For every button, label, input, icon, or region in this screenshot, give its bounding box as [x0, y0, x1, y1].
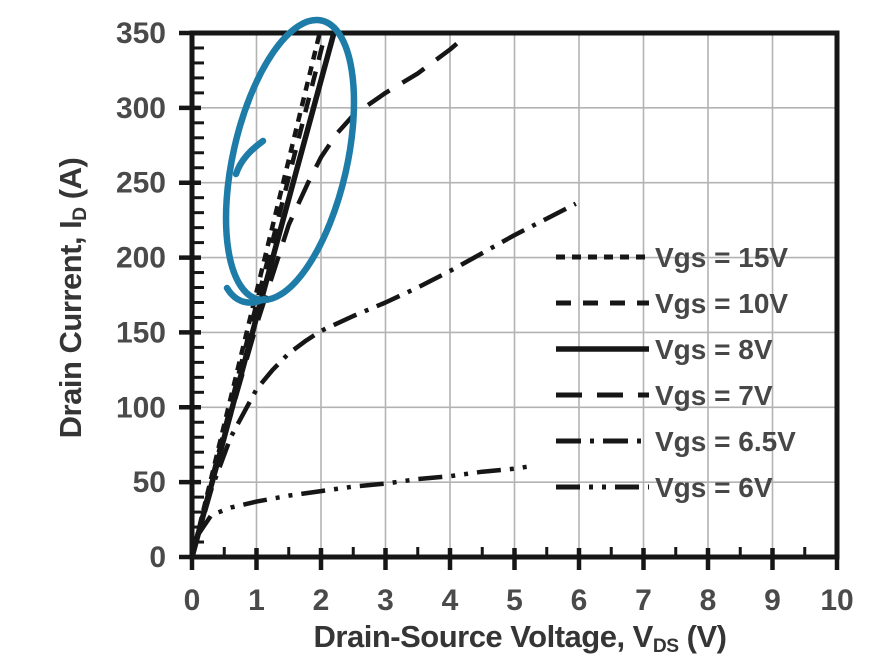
y-tick-label: 300: [116, 92, 166, 125]
x-tick-label: 6: [571, 584, 588, 617]
y-tick-label: 0: [149, 541, 166, 574]
x-tick-label: 9: [764, 584, 781, 617]
x-tick-label: 2: [313, 584, 330, 617]
y-axis-title-units: (A): [53, 157, 88, 208]
y-axis-title-subscript: D: [70, 207, 92, 221]
legend-label-vgs-7v: Vgs = 7V: [655, 380, 773, 411]
x-tick-label: 3: [377, 584, 394, 617]
curve-vgs-7v: [189, 31, 471, 558]
y-tick-label: 150: [116, 316, 166, 349]
x-tick-label: 5: [506, 584, 523, 617]
y-axis-title-text: Drain Current, I: [53, 220, 88, 439]
curve-vgs-6v: [195, 463, 535, 538]
annotation-ellipse-start-tail: [232, 137, 267, 178]
legend-label-vgs-15v: Vgs = 15V: [655, 242, 788, 273]
curve-vgs-6p5v: [189, 201, 577, 558]
y-tick-label: 350: [116, 17, 166, 50]
x-axis-title-text: Drain-Source Voltage, V: [313, 619, 654, 654]
annotation-ellipse-end-tail: [223, 284, 268, 306]
legend-label-vgs-6v: Vgs = 6V: [655, 472, 773, 503]
legend-label-vgs-8v: Vgs = 8V: [655, 334, 773, 365]
x-tick-label: 8: [700, 584, 717, 617]
legend-label-vgs-10v: Vgs = 10V: [655, 288, 788, 319]
x-tick-label: 0: [184, 584, 201, 617]
y-axis-title: Drain Current, ID (A): [53, 157, 92, 439]
y-tick-label: 200: [116, 242, 166, 275]
x-axis-title: Drain-Source Voltage, VDS (V): [313, 619, 727, 658]
curve-vgs-15v: [189, 32, 322, 558]
y-tick-label: 50: [133, 466, 166, 499]
plot-frame: [189, 30, 840, 560]
x-tick-label: 4: [442, 584, 459, 617]
x-tick-label: 7: [635, 584, 652, 617]
x-axis-title-subscript: DS: [652, 636, 679, 658]
x-tick-label: 1: [248, 584, 265, 617]
y-tick-label: 250: [116, 167, 166, 200]
y-tick-label: 100: [116, 391, 166, 424]
annotation-group: [222, 16, 358, 306]
legend-label-vgs-6p5v: Vgs = 6.5V: [655, 426, 796, 457]
x-axis-title-units: (V): [678, 619, 727, 654]
x-tick-label: 10: [820, 584, 853, 617]
